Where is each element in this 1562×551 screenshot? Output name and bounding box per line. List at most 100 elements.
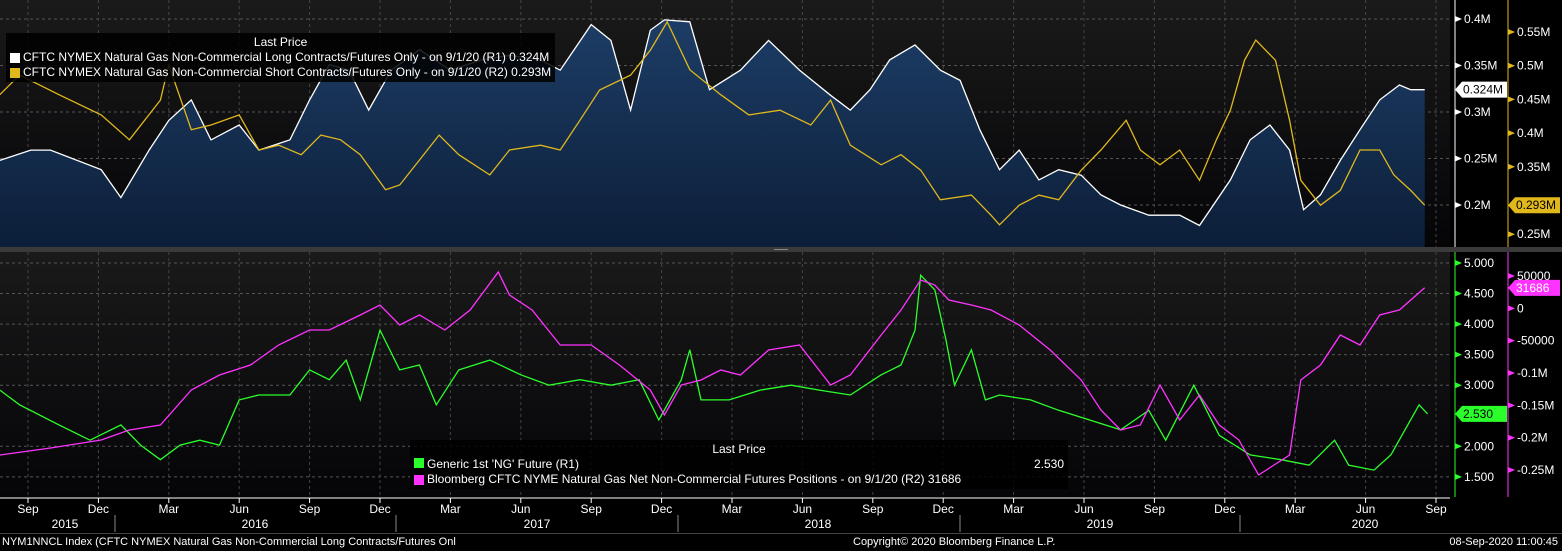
x-month-label: Jun [511,502,530,516]
legend-label: Bloomberg CFTC NYME Natural Gas Net Non-… [427,472,925,486]
tick-marker [1455,155,1462,162]
x-month-label: Dec [933,502,954,516]
last-value-label: 31686 [1516,281,1550,295]
legend-short: CFTC NYMEX Natural Gas Non-Commercial Sh… [10,65,551,80]
x-month-label: Sep [581,502,603,516]
tick-marker [1455,16,1462,22]
tick-marker [1508,305,1515,312]
last-value-label: 0.324M [1463,83,1503,97]
axis-r2-tick-label: -0.2M [1517,431,1548,445]
x-month-label: Dec [88,502,109,516]
footer-copyright: Copyright© 2020 Bloomberg Finance L.P. [853,536,1056,548]
axis-r1-tick-label: 5.000 [1464,256,1494,270]
x-month-label: Jun [1074,502,1093,516]
last-value-label: 2.530 [1463,407,1493,421]
tick-marker [1455,351,1462,358]
x-month-label: Mar [158,502,179,516]
last-value-badge [1508,197,1560,214]
tick-marker [1508,337,1515,344]
x-month-label: Jun [793,502,812,516]
axis-r1-tick-label: 1.500 [1464,470,1494,484]
legend-value: 31686 [927,472,962,486]
tick-marker [1508,434,1515,441]
axis-r2-tick-label: -0.25M [1517,463,1554,477]
tick-marker [1508,163,1515,170]
tick-marker [1455,290,1462,297]
axis-r1-tick-label: 0.25M [1464,152,1497,166]
x-month-label: Dec [651,502,672,516]
axis-r1-tick-label: 4.000 [1464,317,1494,331]
legend-net: Bloomberg CFTC NYME Natural Gas Net Non-… [414,472,1064,487]
axis-r2-tick-label: -50000 [1517,334,1555,348]
x-month-label: Sep [1144,502,1166,516]
axis-r1-tick-label: 0.4M [1464,12,1491,26]
axis-r2-tick-label: 50000 [1517,269,1551,283]
axis-r2-tick-label: 0.55M [1517,25,1550,39]
x-month-label: Sep [1425,502,1447,516]
x-year-label: 2018 [805,517,832,531]
tick-marker [1455,443,1462,450]
x-year-label: 2016 [242,517,269,531]
axis-r1-tick-label: 0.35M [1464,59,1497,73]
x-month-label: Mar [722,502,743,516]
x-year-label: 2019 [1087,517,1114,531]
axis-r2-tick-label: 0 [1517,301,1524,315]
tick-marker [1455,382,1462,389]
tick-marker [1455,260,1462,266]
tick-marker [1455,321,1462,328]
last-value-badge [1508,279,1560,296]
tick-marker [1508,402,1515,409]
swatch-yellow [10,67,20,78]
x-month-label: Sep [17,502,39,516]
axis-r1-tick-label: 3.000 [1464,378,1494,392]
x-year-label: 2015 [52,517,79,531]
legend-long: CFTC NYMEX Natural Gas Non-Commercial Lo… [10,50,551,65]
top-legend-title: Last Price [253,35,308,49]
last-value-label: 0.293M [1516,198,1556,212]
series-line-1 [0,273,1429,471]
series-line-2 [0,270,1426,476]
footer-timestamp: 08-Sep-2020 11:00:45 [1449,536,1558,548]
x-month-label: Mar [440,502,461,516]
legend-label: CFTC NYMEX Natural Gas Non-Commercial Lo… [23,50,506,64]
last-value-badge [1455,405,1507,422]
axis-r1-tick-label: 0.3M [1464,105,1491,119]
x-month-label: Sep [299,502,321,516]
footer-ticker: NYM1NNCL Index (CFTC NYMEX Natural Gas N… [2,536,456,548]
axis-r1-tick-label: 2.000 [1464,439,1494,453]
x-month-label: Jun [230,502,249,516]
tick-marker [1508,29,1515,35]
axis-r2-tick-label: 0.4M [1517,126,1544,140]
x-month-label: Dec [369,502,390,516]
bottom-legend-title: Last Price [712,442,766,456]
tick-marker [1455,473,1462,480]
x-month-label: Dec [1214,502,1235,516]
axis-r2-tick-label: -0.1M [1517,366,1548,380]
legend-value: 2.530 [1033,457,1064,471]
x-month-label: Mar [1285,502,1306,516]
axis-r2-tick-label: 0.25M [1517,227,1550,241]
axis-r1-tick-label: 0.2M [1464,198,1491,212]
legend-ng: Generic 1st 'NG' Future (R1) 2.530 [414,457,1064,472]
axis-r1-tick-label: 4.500 [1464,287,1494,301]
legend-value: 0.324M [509,50,550,64]
x-month-label: Sep [862,502,884,516]
axis-r2-tick-label: 0.5M [1517,59,1544,73]
legend-label: Generic 1st 'NG' Future (R1) [427,457,579,471]
footer: NYM1NNCL Index (CFTC NYMEX Natural Gas N… [0,533,1562,551]
tick-marker [1455,109,1462,115]
tick-marker [1508,231,1515,238]
axis-r2-tick-label: -0.15M [1517,398,1554,412]
tick-marker [1508,96,1515,103]
swatch-magenta [414,474,424,485]
swatch-white [10,52,20,63]
x-month-label: Mar [1003,502,1024,516]
tick-marker [1508,370,1515,377]
tick-marker [1508,130,1515,137]
x-month-label: Jun [1356,502,1375,516]
legend-label: CFTC NYMEX Natural Gas Non-Commercial Sh… [23,65,508,79]
series-line-1 [0,19,1425,227]
top-legend: Last Price CFTC NYMEX Natural Gas Non-Co… [6,33,556,82]
x-year-label: 2020 [1352,517,1379,531]
